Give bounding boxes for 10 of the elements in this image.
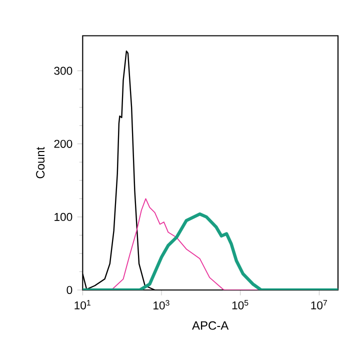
x-tick-label: 10$^{7}$ [311,300,327,310]
x-tick-label: 10$^{1}$ [74,300,90,310]
y-axis-title: Count [36,146,45,178]
x-tick-label: 10$^{3}$ [154,300,170,310]
x-tick-label: 10$^{5}$ [232,300,248,310]
y-tick-label: 100 [54,212,72,221]
y-tick-label: 0 [66,286,72,294]
y-tick-label: 300 [54,66,72,75]
y-tick-label: 200 [54,140,72,148]
x-axis-title: APC-A [192,321,229,330]
